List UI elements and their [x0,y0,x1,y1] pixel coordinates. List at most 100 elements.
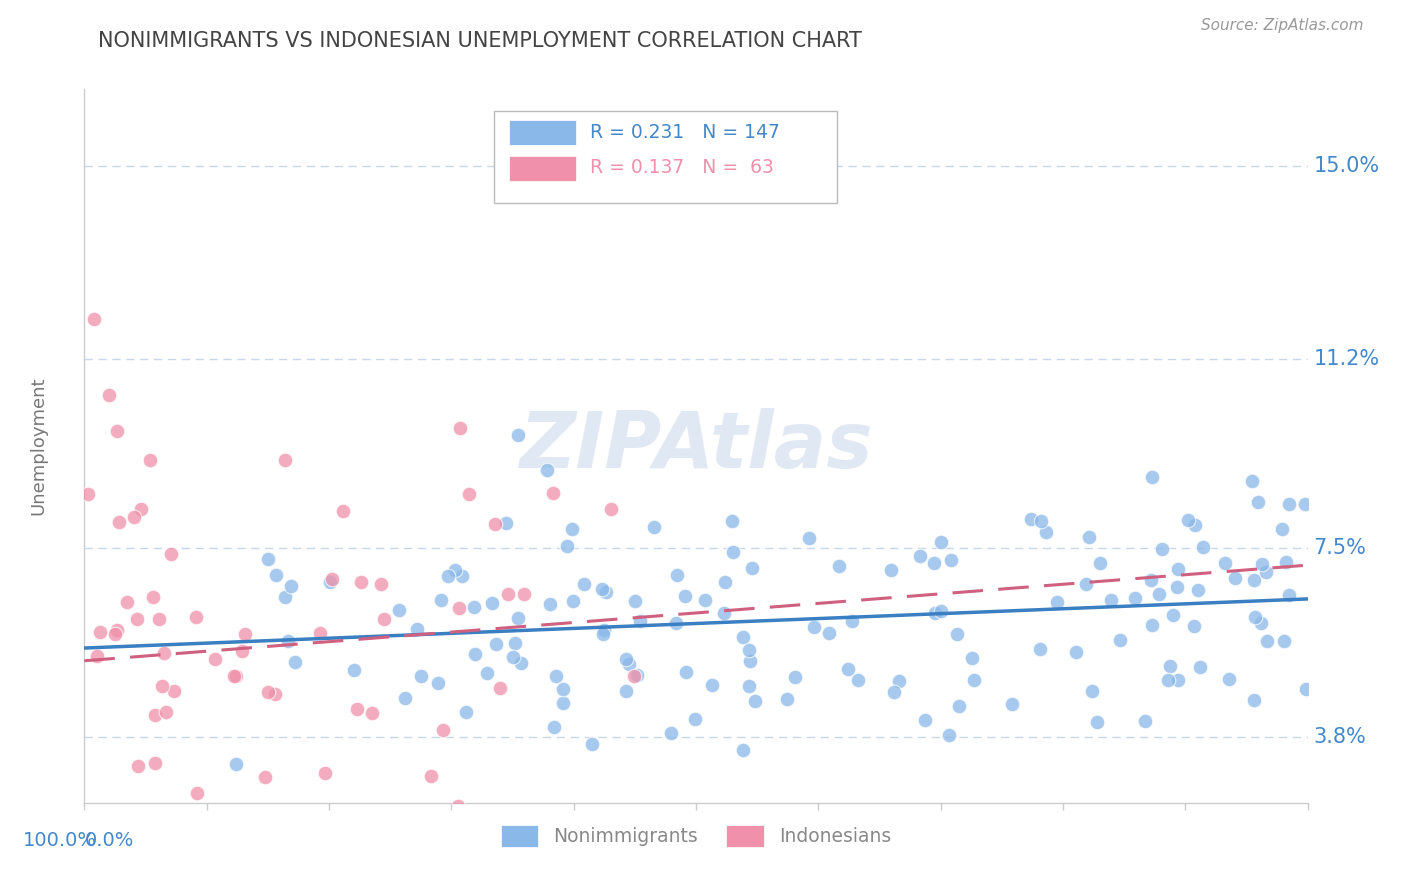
Point [1166,581,1188,595]
Point [731,630,754,644]
Point [276,634,298,648]
Point [1099,593,1122,607]
Point [1243,692,1265,706]
Point [1177,513,1199,527]
Point [83,311,105,326]
Point [484,516,506,531]
Point [963,673,986,688]
Point [720,514,742,528]
Point [946,627,969,641]
Point [76,487,98,501]
Point [1254,565,1277,579]
Point [135,813,157,827]
Point [489,681,512,695]
Point [503,636,526,650]
Point [1167,673,1189,687]
Point [1163,607,1185,622]
Point [104,627,127,641]
Point [643,520,665,534]
Point [186,786,208,800]
Text: 15.0%: 15.0% [1313,156,1379,176]
Point [1167,562,1189,576]
Point [444,563,467,577]
Point [626,668,648,682]
Point [614,652,637,666]
Point [624,594,647,608]
Point [1272,634,1295,648]
Text: 11.2%: 11.2% [1313,350,1379,369]
Point [738,679,761,693]
Text: R = 0.231   N = 147: R = 0.231 N = 147 [589,122,779,142]
Text: Source: ZipAtlas.com: Source: ZipAtlas.com [1201,18,1364,33]
Point [1247,495,1270,509]
Point [600,502,623,516]
Point [125,611,148,625]
Point [1294,497,1316,511]
Point [411,669,433,683]
Point [496,587,519,601]
Point [1223,571,1246,585]
Point [841,614,863,628]
Point [910,549,932,563]
FancyBboxPatch shape [509,155,576,180]
Point [343,663,366,677]
Point [1028,642,1050,657]
Point [456,705,478,719]
Point [1278,588,1301,602]
Point [139,452,162,467]
Point [914,713,936,727]
Text: 7.5%: 7.5% [1313,538,1367,558]
Text: ZIPAtlas: ZIPAtlas [519,408,873,484]
Point [1157,673,1180,687]
Point [360,706,382,720]
Point [1213,556,1236,570]
Point [1081,684,1104,698]
Point [145,756,167,770]
Point [538,597,561,611]
Legend: Nonimmigrants, Indonesians: Nonimmigrants, Indonesians [494,817,898,854]
FancyBboxPatch shape [494,111,837,203]
Point [86,648,108,663]
Point [1139,573,1161,587]
Point [557,539,579,553]
Point [495,516,517,530]
Point [623,669,645,683]
Point [673,589,696,603]
Point [120,856,142,871]
Point [204,652,226,666]
Point [929,535,952,549]
Point [346,701,368,715]
Point [1140,470,1163,484]
Point [420,769,443,783]
Point [426,675,449,690]
Point [960,651,983,665]
Point [266,568,288,582]
Point [1090,556,1112,570]
Point [332,504,354,518]
Point [713,606,735,620]
Point [700,678,723,692]
Point [1140,618,1163,632]
Point [846,673,869,688]
Point [97,388,120,402]
Point [817,626,839,640]
Point [887,673,910,688]
Point [592,627,614,641]
Point [464,647,486,661]
Point [1133,714,1156,728]
Point [1031,514,1053,528]
Point [828,558,851,573]
Point [107,424,129,438]
Point [561,523,583,537]
Point [481,596,503,610]
Point [1256,633,1278,648]
Text: 100.0%: 100.0% [22,831,97,850]
Point [449,420,471,434]
Text: 0.0%: 0.0% [84,831,134,850]
Point [665,615,688,630]
Point [1240,474,1263,488]
Point [1191,541,1213,555]
Point [509,656,531,670]
Point [73,861,96,875]
Point [148,612,170,626]
